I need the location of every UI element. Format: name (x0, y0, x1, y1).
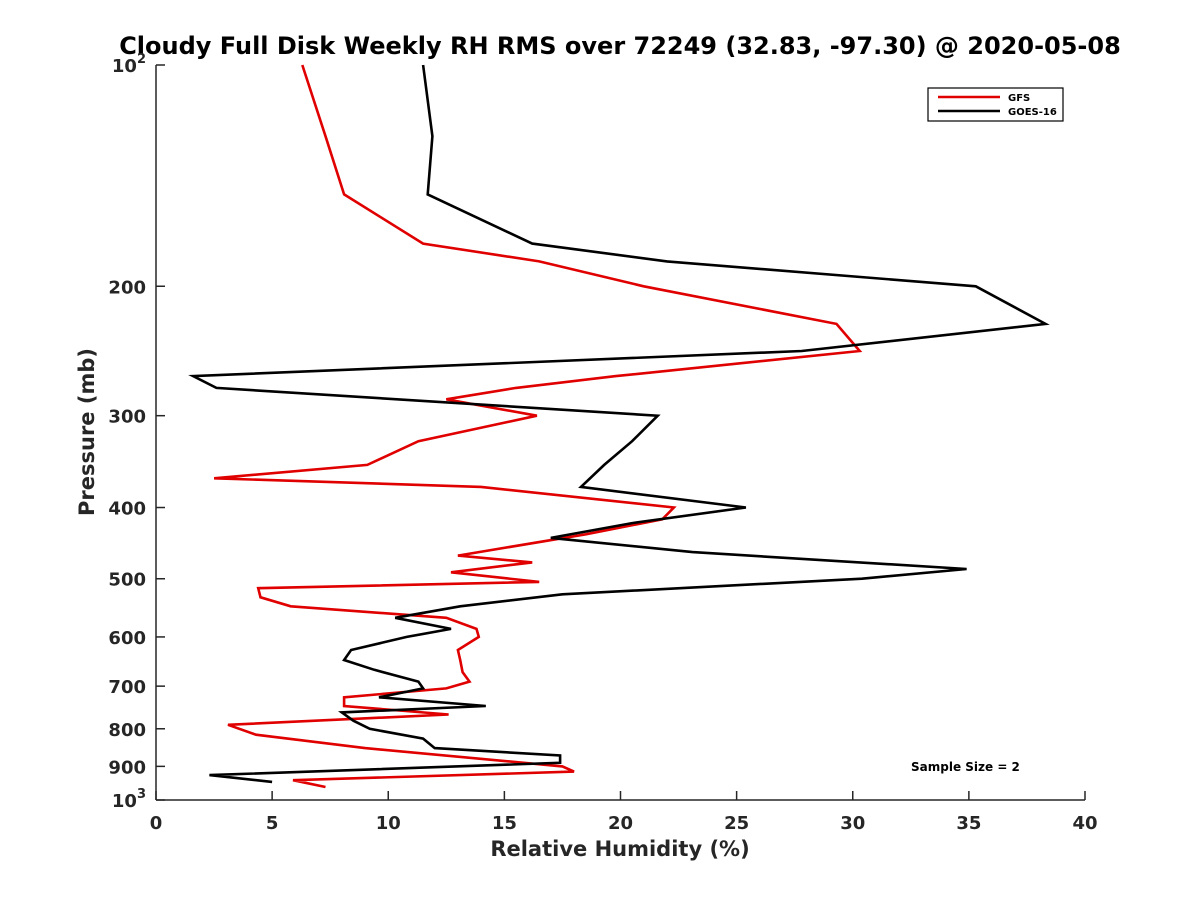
y-tick-label: 600 (108, 628, 146, 649)
y-axis-label: Pressure (mb) (75, 348, 99, 516)
y-tick-label: 400 (108, 499, 146, 520)
x-tick-label: 35 (956, 813, 981, 834)
series-line-gfs (213, 64, 863, 789)
x-tick-label: 0 (150, 813, 163, 834)
x-tick-label: 20 (608, 813, 633, 834)
x-tick-label: 15 (492, 813, 517, 834)
y-tick-label: 300 (108, 407, 146, 428)
x-tick-label: 25 (724, 813, 749, 834)
x-axis-label: Relative Humidity (%) (490, 837, 749, 861)
y-tick-label: 102 (112, 52, 146, 77)
y-tick-label: 200 (108, 277, 146, 298)
legend-box (927, 87, 1064, 122)
x-axis: 0 5 10 15 20 25 30 35 40 (150, 791, 1098, 834)
y-tick-label: 700 (108, 677, 146, 698)
legend: GFS GOES-16 (927, 87, 1064, 122)
x-tick-label: 30 (840, 813, 865, 834)
chart-title: Cloudy Full Disk Weekly RH RMS over 7224… (119, 32, 1121, 60)
series-line-goes16 (188, 64, 1050, 784)
plot-area (188, 64, 1050, 789)
y-tick-label: 800 (108, 720, 146, 741)
x-tick-label: 5 (266, 813, 279, 834)
legend-label-goes16: GOES-16 (1008, 107, 1057, 118)
y-tick-label: 500 (108, 570, 146, 591)
y-axis: 102 200 300 400 500 600 700 800 900 103 (108, 52, 165, 812)
y-tick-label: 103 (112, 787, 146, 812)
x-tick-label: 40 (1072, 813, 1097, 834)
legend-label-gfs: GFS (1008, 93, 1030, 104)
y-tick-label: 900 (108, 757, 146, 778)
sample-size-annotation: Sample Size = 2 (911, 760, 1020, 774)
x-tick-label: 10 (376, 813, 401, 834)
